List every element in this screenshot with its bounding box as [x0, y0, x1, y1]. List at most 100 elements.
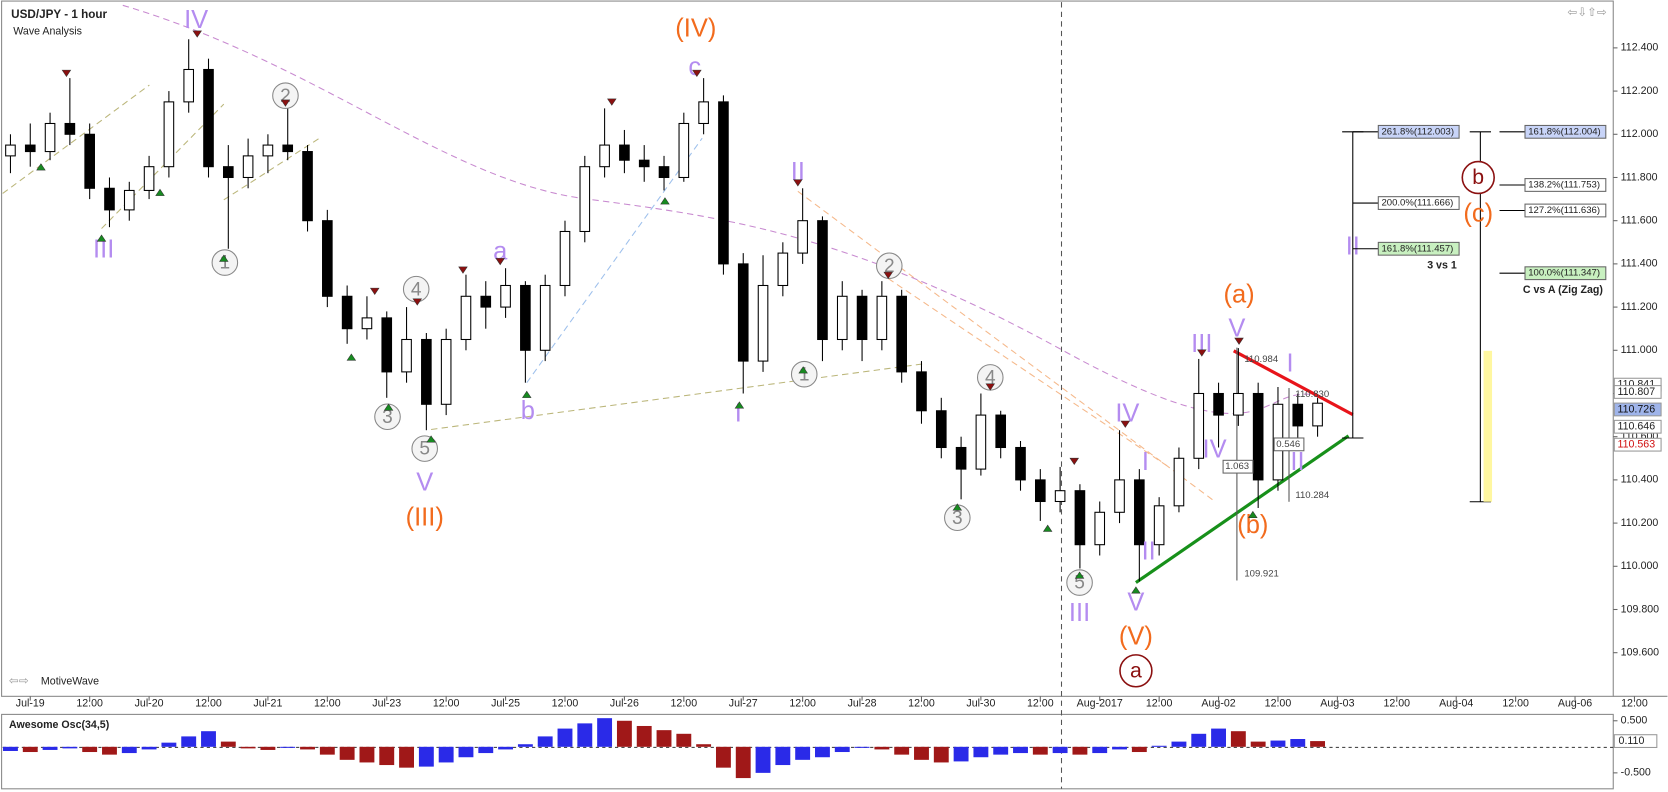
y-tick-label: 111.000 [1621, 344, 1658, 356]
note: C vs A (Zig Zag) [1523, 284, 1604, 296]
candle-body [242, 155, 254, 179]
wave-label: b [521, 397, 535, 425]
price-marker [1613, 402, 1662, 417]
candle-body [916, 371, 927, 412]
price-marker-label: 110.841 [1617, 378, 1655, 390]
candle-body [757, 284, 769, 362]
pivot-low [522, 390, 532, 398]
wave-label: 1 [220, 253, 231, 274]
wave-label: II [1142, 538, 1156, 566]
wave-label: 2 [280, 86, 291, 107]
scroll-controls[interactable]: ⇦⇨ [9, 675, 29, 688]
candle-body [500, 284, 511, 308]
candle-body [935, 410, 947, 449]
trend-line [431, 363, 926, 431]
triangle-lower-line [1135, 434, 1350, 584]
fib-label: 161.8%(112.004) [1528, 126, 1601, 137]
pivot-high [1197, 349, 1207, 357]
price-marker-label: 110.807 [1617, 386, 1655, 398]
price-marker-label: 110.563 [1617, 438, 1655, 450]
fib-box [1524, 124, 1607, 139]
x-tick-label: Aug-06 [1558, 698, 1592, 710]
pivot-low [36, 163, 46, 171]
osc-bar [1151, 745, 1167, 747]
x-tick-label: 12:00 [1146, 698, 1173, 710]
candle-body [203, 68, 214, 168]
candle-body [856, 295, 868, 341]
osc-bar [1270, 740, 1286, 747]
wave-circle [374, 403, 401, 431]
osc-bar [201, 731, 216, 747]
wave-label: (c) [1463, 199, 1493, 227]
y-tick-label: 112.400 [1621, 42, 1659, 54]
candle-body [163, 101, 175, 168]
candle-body [1134, 479, 1145, 546]
pivot-high [458, 266, 468, 274]
candle-body [322, 220, 333, 297]
trend-line [526, 137, 703, 384]
pivot-high [495, 258, 505, 266]
x-tick-label: Aug-2017 [1077, 698, 1123, 710]
osc-bar [379, 746, 395, 766]
x-tick-label: 12:00 [552, 698, 579, 710]
osc-panel [1, 713, 1614, 790]
wave-label: 5 [1074, 573, 1085, 594]
price-marker [1613, 419, 1662, 434]
osc-bar [1211, 728, 1226, 747]
candle-body [559, 230, 571, 287]
fib-box [1524, 178, 1607, 192]
window-controls[interactable]: ⇦⇩⇧⇨ [1568, 6, 1607, 19]
price-marker-label: 110.726 [1617, 403, 1655, 415]
osc-bar [161, 742, 177, 747]
wave-label: b [1472, 165, 1484, 189]
candle-body [440, 338, 452, 405]
trend-line [887, 278, 1171, 469]
osc-bar [636, 725, 652, 747]
osc-bar [240, 746, 256, 749]
x-tick-label: 12:00 [1621, 698, 1648, 710]
measure-label: 110.284 [1295, 490, 1329, 501]
candle-body [1015, 446, 1026, 481]
candle-body [1094, 511, 1106, 546]
osc-bar [517, 744, 533, 747]
osc-bar [141, 746, 157, 750]
candle-body [1074, 490, 1086, 546]
candle-body [1114, 479, 1125, 513]
fib-label: 127.2%(111.636) [1528, 205, 1600, 216]
pivot-high [607, 98, 617, 106]
wave-label: IV [184, 6, 208, 34]
candle-body [1213, 392, 1224, 416]
candle-body [619, 144, 630, 161]
wave-label: I [1287, 349, 1294, 377]
fib-box [1377, 196, 1460, 210]
y-tick-label: 110.600 [1621, 431, 1659, 443]
y-tick-label: 111.400 [1621, 258, 1658, 270]
measure-box [1273, 437, 1305, 452]
osc-bar [755, 746, 771, 773]
price-marker [1613, 385, 1662, 399]
osc-bar [458, 746, 474, 758]
candle-body [836, 295, 848, 341]
osc-bar [478, 746, 494, 754]
x-tick-label: 12:00 [76, 698, 103, 710]
measure-label: 110.984 [1244, 354, 1278, 365]
osc-bar [220, 741, 236, 747]
osc-bar [399, 746, 414, 768]
pivot-low [96, 234, 107, 242]
y-tick-label: 111.600 [1621, 214, 1658, 226]
osc-bar [577, 723, 593, 747]
osc-title: Awesome Osc(34,5) [9, 719, 110, 731]
candle-body [995, 414, 1007, 449]
measure-box [1222, 459, 1254, 474]
x-tick-label: 12:00 [433, 698, 460, 710]
y-tick-label: 110.000 [1621, 560, 1659, 572]
wave-label: 3 [952, 508, 963, 529]
wave-label: II [1346, 232, 1360, 260]
candle-body [797, 220, 808, 254]
price-marker [1613, 437, 1662, 452]
candle-body [24, 144, 36, 153]
pivot-low [426, 435, 436, 443]
wave-label: III [1191, 330, 1212, 358]
y-tick-label: 111.800 [1621, 171, 1658, 183]
wave-label: III [93, 236, 114, 264]
